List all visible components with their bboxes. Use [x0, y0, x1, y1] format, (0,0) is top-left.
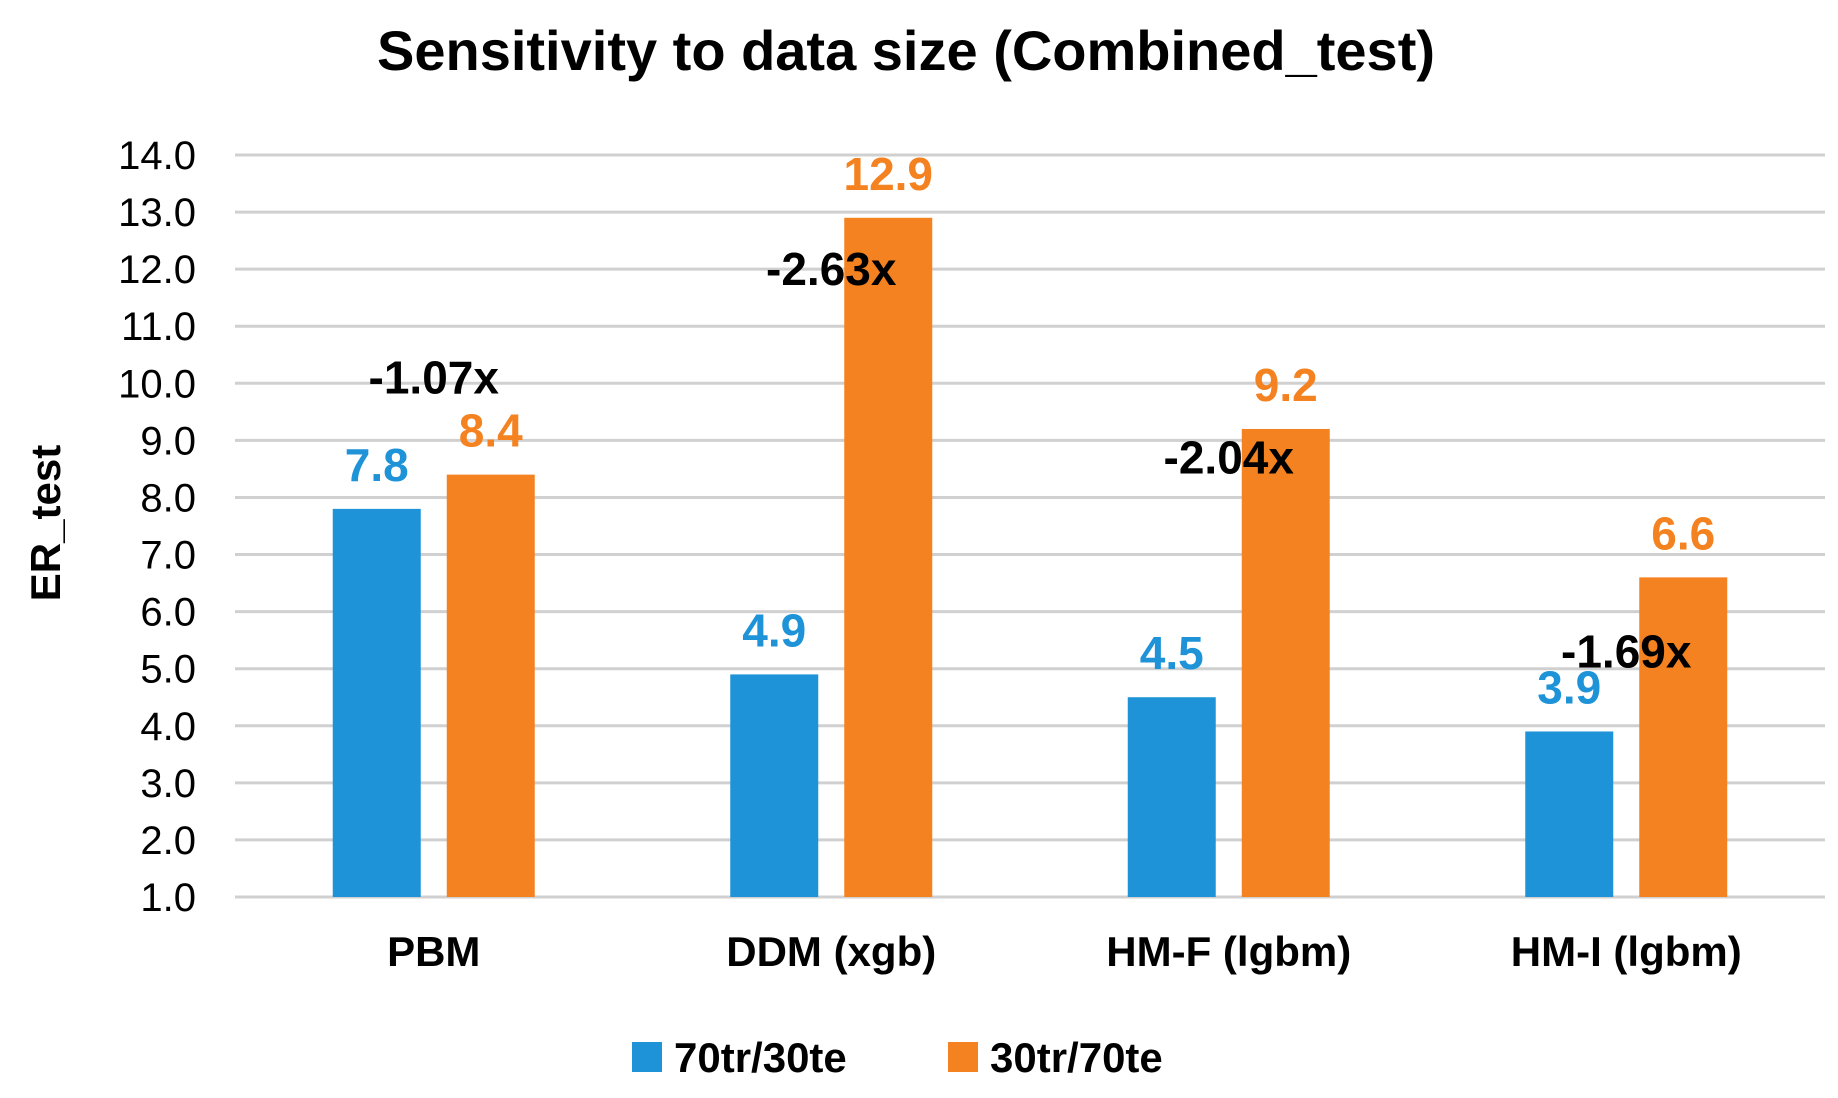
x-tick-label: PBM [387, 928, 480, 975]
y-tick-label: 10.0 [118, 362, 196, 406]
ratio-annotation: -2.63x [766, 243, 897, 295]
data-label: 4.9 [742, 604, 806, 656]
y-axis-label: ER_test [22, 445, 69, 601]
x-tick-label: DDM (xgb) [726, 928, 936, 975]
bar-series2 [844, 217, 933, 898]
data-label: 3.9 [1537, 661, 1601, 713]
bar-series1 [730, 674, 819, 897]
x-tick-label: HM-F (lgbm) [1106, 928, 1351, 975]
y-tick-label: 9.0 [140, 419, 196, 463]
data-label: 7.8 [345, 439, 409, 491]
x-tick-label: HM-I (lgbm) [1511, 928, 1742, 975]
y-tick-label: 11.0 [121, 305, 196, 349]
data-label: 6.6 [1651, 507, 1715, 559]
ratio-annotation: -1.07x [369, 352, 500, 404]
chart-title: Sensitivity to data size (Combined_test) [377, 19, 1435, 82]
data-label: 12.9 [843, 148, 933, 200]
y-tick-label: 6.0 [140, 591, 196, 635]
x-axis-ticks: PBM DDM (xgb) HM-F (lgbm) HM-I (lgbm) [387, 928, 1742, 975]
bar-series2 [1639, 577, 1728, 897]
bar-series1 [1127, 697, 1216, 897]
y-tick-label: 2.0 [140, 819, 196, 863]
y-tick-label: 3.0 [140, 762, 196, 806]
y-tick-label: 7.0 [140, 534, 196, 578]
y-axis-ticks: 1.0 2.0 3.0 4.0 5.0 6.0 7.0 8.0 9.0 10.0 11.0 12.0 1… [118, 134, 196, 920]
legend-label: 30tr/70te [990, 1034, 1163, 1081]
legend-swatch [948, 1042, 978, 1072]
data-label: 9.2 [1254, 359, 1318, 411]
y-tick-label: 14.0 [118, 134, 196, 178]
data-label: 4.5 [1140, 627, 1204, 679]
y-tick-label: 5.0 [140, 648, 196, 692]
y-tick-label: 4.0 [140, 705, 196, 749]
bar-series2 [1241, 428, 1330, 897]
data-label: 8.4 [459, 405, 523, 457]
ratio-annotation: -1.69x [1561, 626, 1692, 678]
legend: 70tr/30te 30tr/70te [632, 1034, 1163, 1081]
y-tick-label: 8.0 [140, 476, 196, 520]
bar-series1 [1525, 731, 1614, 897]
bar-series2 [446, 474, 535, 897]
data-labels: 7.8 8.4-1.07x 4.9 12.9 -2.63x 4.5 9.2 -2.04x 3.9… [345, 148, 1715, 714]
ratio-annotation: -2.04x [1164, 432, 1295, 484]
bars [332, 217, 1728, 898]
y-tick-label: 1.0 [140, 876, 196, 920]
y-tick-label: 13.0 [118, 191, 196, 235]
legend-swatch [632, 1042, 662, 1072]
legend-label: 70tr/30te [674, 1034, 847, 1081]
bar-series1 [332, 508, 421, 897]
y-tick-label: 12.0 [118, 248, 196, 292]
